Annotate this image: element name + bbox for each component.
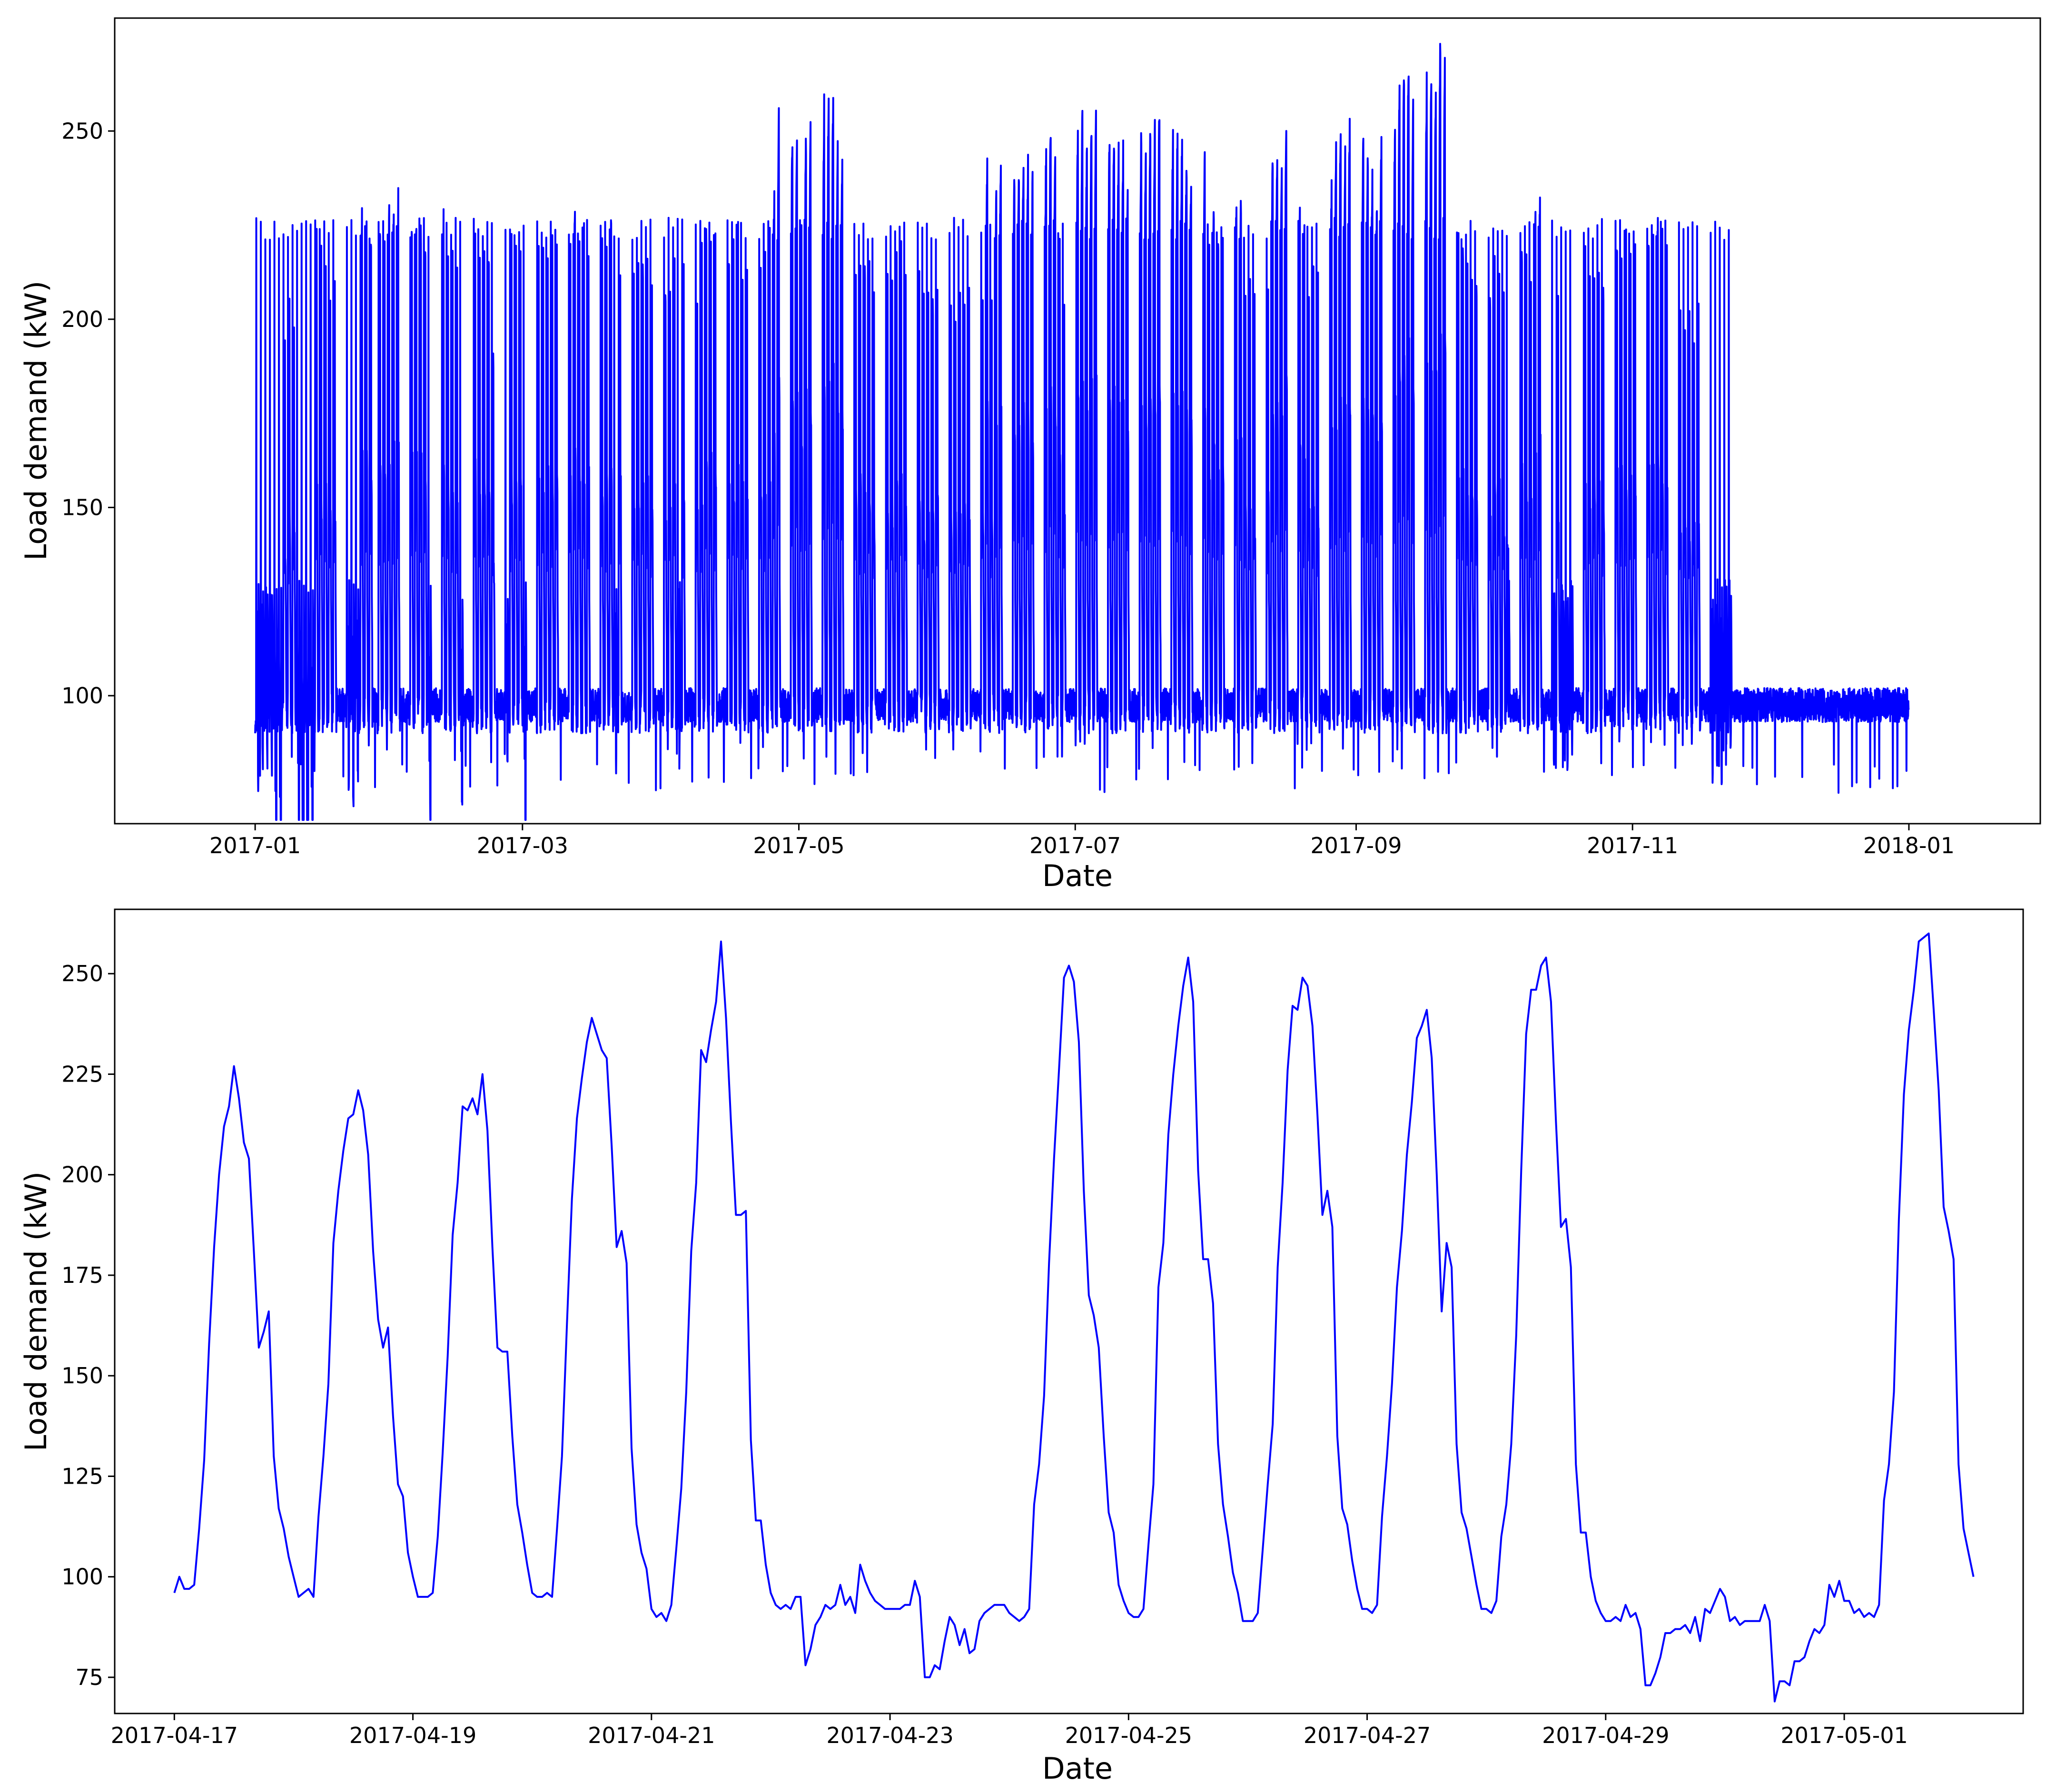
two-week-x-tick-label: 2017-04-27 (1304, 1723, 1431, 1748)
two-week-y-tick-label: 150 (61, 1363, 103, 1388)
yearly-x-tick-label: 2017-11 (1587, 833, 1678, 858)
two-week-x-ticks: 2017-04-17 2017-04-19 2017-04-21 2017-04-23… (111, 1713, 1908, 1748)
yearly-x-tick-label: 2017-07 (1029, 833, 1121, 858)
yearly-plot-frame (114, 17, 2041, 825)
yearly-load-series (254, 43, 1910, 821)
two-week-y-tick-label: 125 (61, 1463, 103, 1489)
yearly-y-tick-label: 250 (61, 118, 103, 144)
two-week-y-tick-label: 100 (61, 1564, 103, 1590)
two-week-y-tick-label: 75 (75, 1664, 103, 1690)
yearly-x-tick-label: 2017-09 (1310, 833, 1402, 858)
two-week-x-tick-label: 2017-05-01 (1780, 1723, 1908, 1748)
two-week-load-series (173, 932, 1975, 1703)
yearly-x-tick-label: 2017-05 (753, 833, 844, 858)
yearly-load-chart: 2017-01 2017-03 2017-05 2017-07 2017-09 2017-… (19, 17, 2041, 893)
yearly-y-tick-label: 150 (61, 494, 103, 520)
two-week-x-tick-label: 2017-04-23 (826, 1723, 953, 1748)
yearly-x-axis-label: Date (1042, 858, 1113, 893)
yearly-y-tick-label: 200 (61, 306, 103, 332)
yearly-y-tick-label: 100 (61, 683, 103, 709)
two-week-y-axis-label: Load demand (kW) (19, 1172, 53, 1451)
two-week-x-tick-label: 2017-04-19 (349, 1723, 476, 1748)
yearly-y-ticks: 100 150 200 250 (61, 118, 115, 709)
yearly-x-tick-label: 2017-03 (477, 833, 568, 858)
two-week-load-chart: 2017-04-17 2017-04-19 2017-04-21 2017-04-23… (19, 908, 2024, 1786)
two-week-y-ticks: 75 100 125 150 175 200 225 250 (61, 961, 115, 1690)
two-week-x-tick-label: 2017-04-25 (1065, 1723, 1192, 1748)
two-week-x-tick-label: 2017-04-29 (1542, 1723, 1669, 1748)
yearly-x-tick-label: 2017-01 (209, 833, 301, 858)
two-week-y-tick-label: 225 (61, 1061, 103, 1087)
yearly-y-axis-label: Load demand (kW) (19, 281, 53, 561)
two-week-y-tick-label: 175 (61, 1262, 103, 1288)
two-week-x-tick-label: 2017-04-21 (588, 1723, 715, 1748)
yearly-x-tick-label: 2018-01 (1863, 833, 1955, 858)
two-week-y-tick-label: 250 (61, 961, 103, 986)
two-week-plot-frame (114, 908, 2024, 1714)
yearly-x-ticks: 2017-01 2017-03 2017-05 2017-07 2017-09 2017-… (209, 824, 1955, 858)
two-week-y-tick-label: 200 (61, 1162, 103, 1188)
two-week-x-tick-label: 2017-04-17 (111, 1723, 238, 1748)
two-week-x-axis-label: Date (1042, 1751, 1113, 1786)
